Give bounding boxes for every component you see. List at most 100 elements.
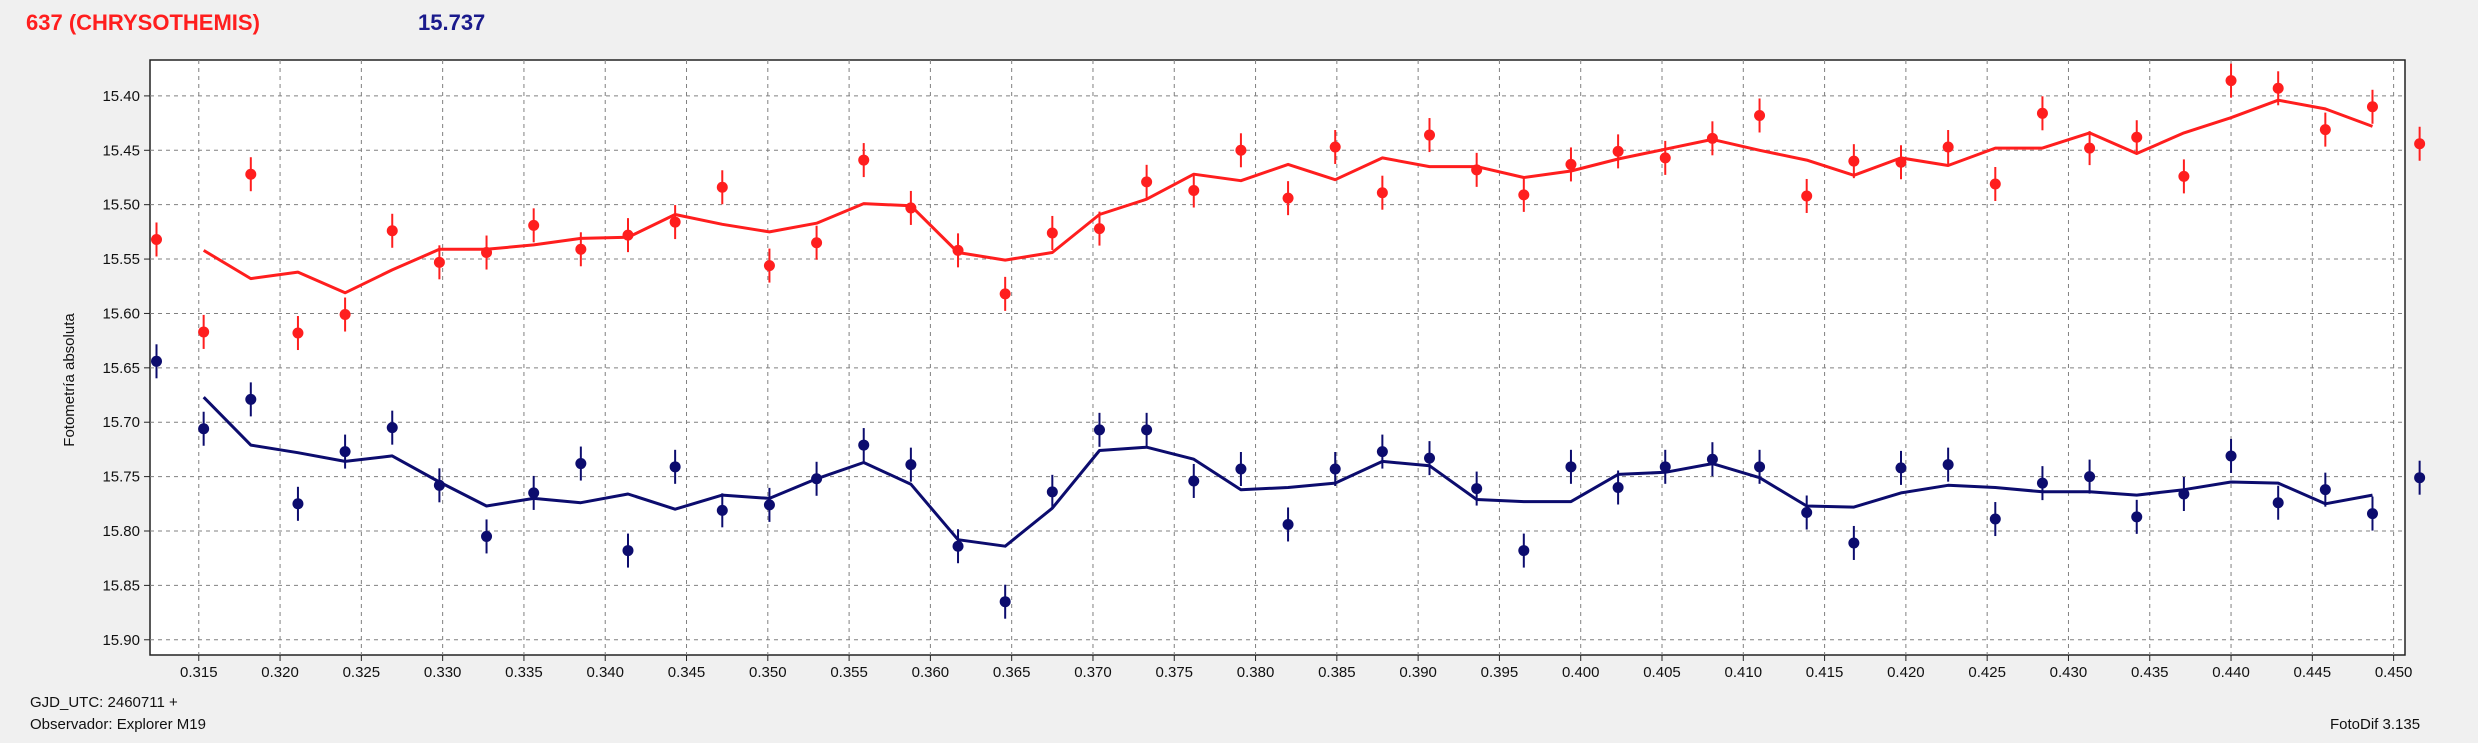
- series-1-point: [1046, 215, 1058, 250]
- series-1-point: [151, 222, 163, 257]
- x-tick-label: 0.335: [505, 664, 543, 681]
- series-2-point: [2319, 472, 2331, 507]
- series-1-point: [1518, 177, 1530, 212]
- series-1-point: [481, 235, 493, 270]
- series-2-point: [1942, 447, 1954, 482]
- x-tick-label: 0.400: [1562, 664, 1600, 681]
- x-tick-label: 0.390: [1399, 664, 1437, 681]
- x-tick-label: 0.315: [180, 664, 218, 681]
- series-2-point: [2131, 499, 2143, 534]
- series-1-point: [2272, 71, 2284, 106]
- series-1-point: [905, 190, 917, 225]
- y-tick-label: 15.55: [102, 251, 140, 268]
- series-2-point: [2366, 496, 2378, 531]
- series-1-point: [1093, 211, 1105, 246]
- series-1-point: [2366, 89, 2378, 124]
- y-tick-label: 15.75: [102, 469, 140, 486]
- series-2-point: [1754, 449, 1766, 484]
- series-1-point: [245, 157, 257, 192]
- series-2-point: [952, 529, 964, 564]
- x-tick-label: 0.350: [749, 664, 787, 681]
- series-2-point: [386, 410, 398, 445]
- series-1-point: [1895, 145, 1907, 180]
- x-tick-label: 0.365: [993, 664, 1031, 681]
- series-2-point: [1471, 471, 1483, 506]
- series-2-point: [1706, 442, 1718, 477]
- observer-label: Observador: Explorer M19: [30, 716, 206, 733]
- series-2-point: [575, 446, 587, 481]
- x-tick-label: 0.450: [2375, 664, 2413, 681]
- x-tick-label: 0.340: [586, 664, 624, 681]
- series-2-point: [2272, 485, 2284, 520]
- series-2-point: [245, 382, 257, 417]
- x-tick-label: 0.345: [668, 664, 706, 681]
- x-tick-label: 0.415: [1806, 664, 1844, 681]
- series-1-point: [2319, 112, 2331, 147]
- series-1-point: [811, 225, 823, 260]
- series-2-point: [1424, 441, 1436, 476]
- series-2-point: [811, 461, 823, 496]
- series-1-point: [1329, 130, 1341, 165]
- x-tick-label: 0.320: [261, 664, 299, 681]
- y-tick-label: 15.60: [102, 305, 140, 322]
- series-1-point: [1235, 133, 1247, 168]
- series-1-point: [386, 213, 398, 248]
- x-tick-label: 0.440: [2212, 664, 2250, 681]
- series-1-point: [716, 170, 728, 205]
- x-tick-label: 0.435: [2131, 664, 2169, 681]
- series-2-point: [1235, 451, 1247, 486]
- series-2-point: [2414, 460, 2426, 495]
- series-1-point: [1612, 134, 1624, 169]
- series-2-point: [622, 533, 634, 568]
- series-1-point: [2225, 63, 2237, 98]
- software-label: FotoDif 3.135: [2330, 716, 2421, 733]
- series-2-point: [716, 493, 728, 528]
- x-tick-label: 0.355: [830, 664, 868, 681]
- series-2-point: [1989, 502, 2001, 537]
- x-tick-label: 0.420: [1887, 664, 1925, 681]
- x-tick-label: 0.425: [1968, 664, 2006, 681]
- series-1-point: [2178, 159, 2190, 194]
- series-1-point: [952, 233, 964, 268]
- x-tick-label: 0.405: [1643, 664, 1681, 681]
- y-tick-label: 15.85: [102, 577, 140, 594]
- series-2-point: [151, 344, 163, 379]
- series-1-point: [575, 232, 587, 267]
- series-2-fit-line: [202, 396, 2373, 548]
- series-1-point: [198, 314, 210, 349]
- series-2-point: [1801, 495, 1813, 530]
- x-tick-label: 0.395: [1481, 664, 1519, 681]
- series-2-point: [1329, 451, 1341, 486]
- gjd-label: GJD_UTC: 2460711 +: [30, 694, 178, 711]
- series-2-point: [2036, 466, 2048, 501]
- series-1-point: [1565, 147, 1577, 182]
- series-2-point: [292, 486, 304, 521]
- series-1-point: [2131, 120, 2143, 155]
- series-1-point: [1141, 164, 1153, 199]
- series-1-point: [1659, 140, 1671, 175]
- series-2-point: [1093, 412, 1105, 447]
- series-2-point: [858, 428, 870, 463]
- y-tick-label: 15.50: [102, 197, 140, 214]
- series-1-point: [622, 218, 634, 253]
- y-tick-label: 15.45: [102, 142, 140, 159]
- series-2-point: [1565, 449, 1577, 484]
- x-tick-label: 0.410: [1725, 664, 1763, 681]
- series-1-point: [1754, 98, 1766, 133]
- series-1-point: [1282, 181, 1294, 216]
- x-tick-label: 0.385: [1318, 664, 1356, 681]
- y-tick-label: 15.80: [102, 523, 140, 540]
- series-1-point: [433, 245, 445, 280]
- series-2-point: [2084, 459, 2096, 494]
- series-2-point: [999, 584, 1011, 619]
- x-tick-label: 0.325: [343, 664, 381, 681]
- series-2-point: [1518, 533, 1530, 568]
- x-tick-label: 0.375: [1155, 664, 1193, 681]
- series-1-point: [2414, 126, 2426, 161]
- x-tick-label: 0.330: [424, 664, 462, 681]
- series-1-point: [763, 248, 775, 283]
- series-2-point: [1848, 525, 1860, 560]
- y-tick-label: 15.90: [102, 632, 140, 649]
- series-1-point: [2084, 131, 2096, 166]
